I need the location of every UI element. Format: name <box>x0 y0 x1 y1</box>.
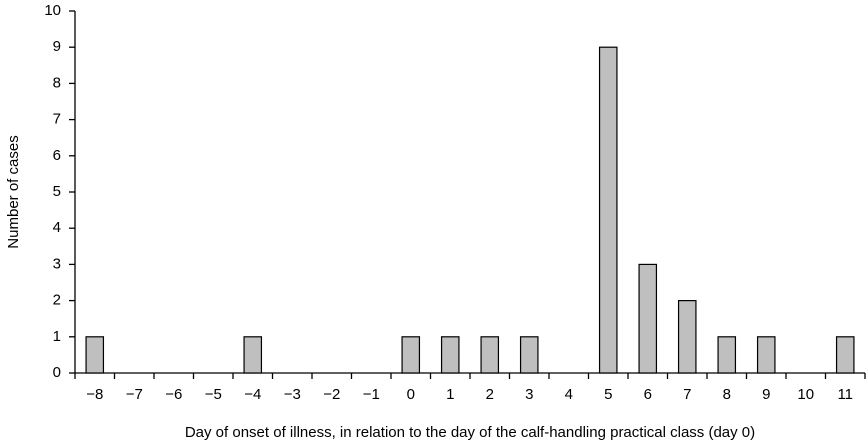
x-tick-label: 3 <box>525 386 533 403</box>
x-tick-label: 7 <box>683 386 691 403</box>
x-tick-label: 2 <box>486 386 494 403</box>
x-tick-label: 9 <box>762 386 770 403</box>
bar <box>85 336 105 374</box>
bar <box>243 336 263 374</box>
x-axis-label: Day of onset of illness, in relation to … <box>185 424 755 441</box>
y-tick-label: 8 <box>53 74 61 91</box>
x-tick-label: −3 <box>284 386 301 403</box>
x-tick-label: 8 <box>723 386 731 403</box>
y-tick-label: 3 <box>53 255 61 272</box>
x-tick-label: 10 <box>797 386 814 403</box>
x-tick-label: −1 <box>363 386 380 403</box>
x-tick-label: 0 <box>407 386 415 403</box>
bar <box>480 336 500 374</box>
x-tick-label: 11 <box>837 386 853 403</box>
x-tick-label: −8 <box>86 386 103 403</box>
bar <box>440 336 460 374</box>
x-tick-label: 5 <box>604 386 612 403</box>
y-tick-label: 4 <box>53 219 61 236</box>
x-tick-label: 4 <box>565 386 573 403</box>
x-tick-label: 6 <box>644 386 652 403</box>
y-axis-label: Number of cases <box>5 135 22 248</box>
y-tick-label: 9 <box>53 38 61 55</box>
bar <box>677 300 697 374</box>
bar <box>598 46 618 374</box>
bar <box>835 336 855 374</box>
y-tick-label: 10 <box>44 2 61 19</box>
y-tick-label: 5 <box>53 183 61 200</box>
bar <box>717 336 737 374</box>
y-tick-label: 7 <box>53 111 61 128</box>
bar <box>638 263 658 374</box>
y-tick-label: 0 <box>53 364 61 381</box>
bar <box>519 336 539 374</box>
y-tick-label: 6 <box>53 147 61 164</box>
bar <box>756 336 776 374</box>
bar <box>401 336 421 374</box>
x-tick-label: 1 <box>446 386 454 403</box>
x-tick-label: −4 <box>244 386 261 403</box>
x-tick-label: −2 <box>323 386 340 403</box>
x-tick-label: −7 <box>126 386 143 403</box>
x-tick-label: −5 <box>205 386 222 403</box>
x-tick-label: −6 <box>165 386 182 403</box>
y-tick-label: 1 <box>53 328 61 345</box>
y-tick-label: 2 <box>53 292 61 309</box>
